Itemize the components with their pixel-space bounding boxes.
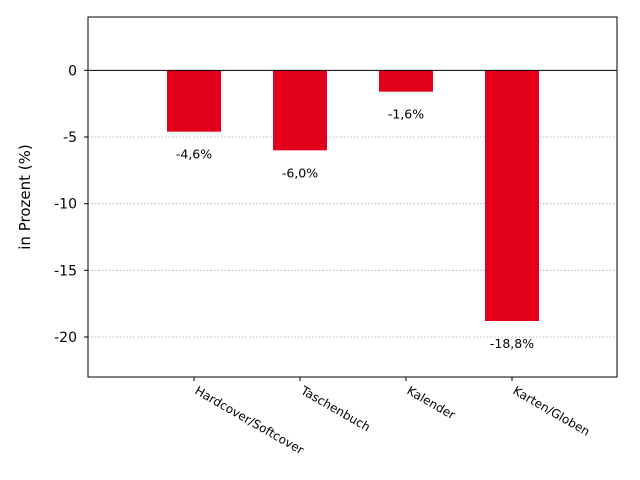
y-axis-title: in Prozent (%)	[16, 144, 34, 249]
bar	[167, 70, 221, 132]
y-axis-ticks: 0 -5 -10 -15 -20	[54, 63, 88, 346]
data-label: -18,8%	[490, 336, 534, 351]
grid-lines	[88, 136, 617, 338]
data-label: -1,6%	[388, 107, 424, 122]
bars	[167, 70, 539, 321]
data-labels: -4,6% -6,0% -1,6% -18,8%	[176, 107, 534, 351]
y-tick-label: -20	[54, 330, 77, 346]
x-tick-label: Kalender	[405, 383, 458, 422]
bar	[273, 70, 327, 151]
bar	[379, 70, 433, 92]
y-tick-label: -10	[54, 197, 77, 213]
y-tick-label: -5	[63, 130, 77, 146]
x-tick-label: Taschenbuch	[298, 383, 373, 434]
x-tick-label: Hardcover/Softcover	[193, 383, 307, 457]
y-tick-label: -15	[54, 263, 77, 279]
data-label: -4,6%	[176, 147, 212, 162]
x-tick-label: Karten/Globen	[511, 383, 593, 438]
y-tick-label: 0	[68, 63, 77, 79]
plot-frame	[87, 16, 618, 378]
bar	[485, 70, 539, 321]
data-label: -6,0%	[282, 165, 318, 180]
